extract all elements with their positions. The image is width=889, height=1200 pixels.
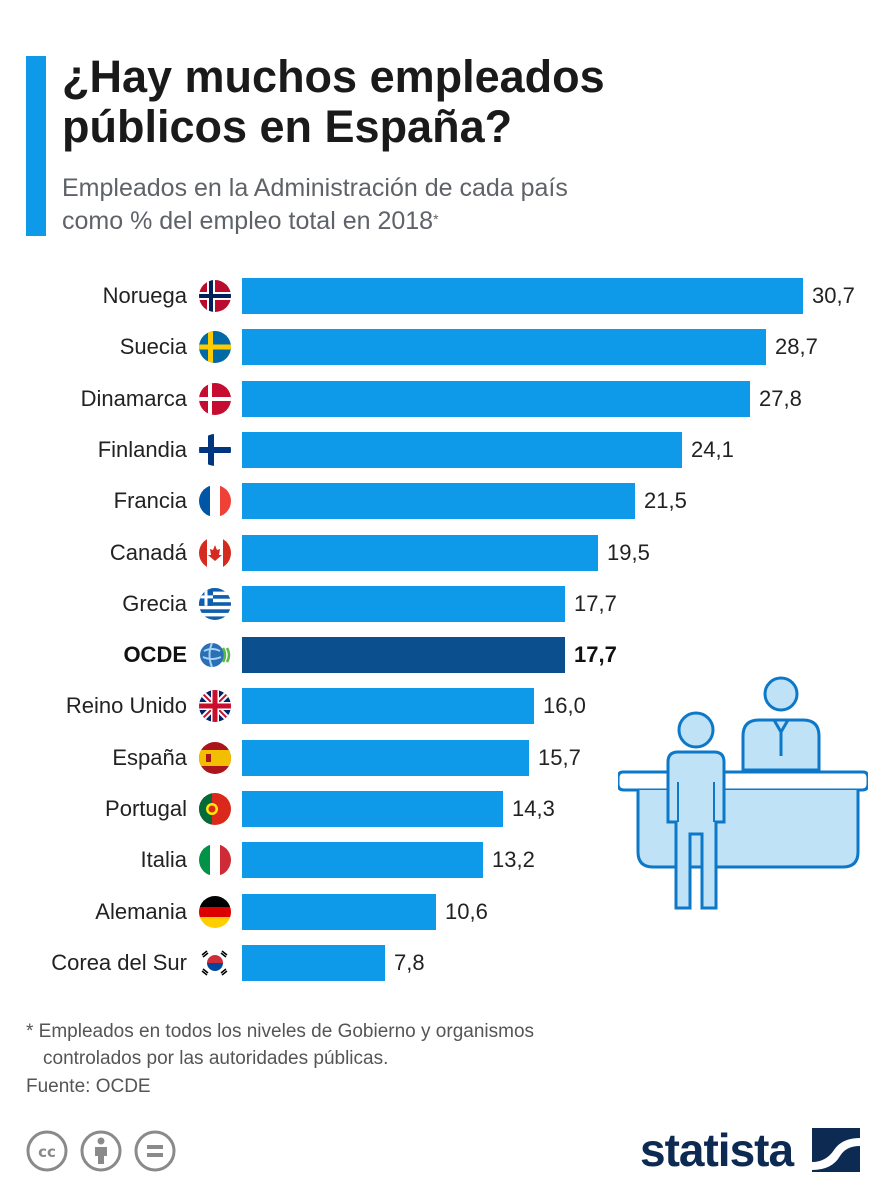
bar[interactable] <box>242 945 385 981</box>
subtitle-footnote-mark: * <box>433 211 439 227</box>
chart-title: ¿Hay muchos empleados públicos en España… <box>62 52 862 152</box>
statista-logo[interactable]: statista <box>640 1122 870 1178</box>
category-label: OCDE <box>123 642 187 667</box>
attribution-icon[interactable] <box>80 1130 122 1172</box>
flag-greece-icon <box>199 588 231 620</box>
category-label: Finlandia <box>97 437 187 462</box>
value-label: 27,8 <box>759 386 802 411</box>
value-label: 21,5 <box>644 488 687 513</box>
bar[interactable] <box>242 329 766 365</box>
flag-portugal-icon <box>199 793 231 825</box>
svg-text:cc: cc <box>38 1143 56 1161</box>
category-label: Noruega <box>102 283 187 308</box>
flag-sweden-icon <box>199 331 231 363</box>
category-label: Alemania <box>95 899 187 924</box>
source-label: Fuente: OCDE <box>26 1076 151 1097</box>
title-line-1: ¿Hay muchos empleados <box>62 51 605 102</box>
value-label: 28,7 <box>775 334 818 359</box>
value-label: 24,1 <box>691 437 734 462</box>
bar[interactable] <box>242 894 436 930</box>
category-label: Grecia <box>122 591 187 616</box>
bar[interactable] <box>242 483 635 519</box>
category-label: Francia <box>113 488 187 513</box>
category-label: Suecia <box>119 334 187 359</box>
flag-south-korea-icon <box>199 947 231 979</box>
accent-bar <box>26 56 46 236</box>
bar-chart: Noruega 30,7 Suecia 28,7 Dinamarca 27,8 Finlan… <box>0 270 889 990</box>
footnote-line-2: controlados por las autoridades públicas… <box>43 1048 389 1069</box>
bar[interactable] <box>242 740 529 776</box>
value-label: 15,7 <box>538 745 581 770</box>
flag-france-icon <box>199 485 231 517</box>
bar[interactable] <box>242 842 483 878</box>
bar[interactable] <box>242 381 750 417</box>
flag-denmark-icon <box>199 383 231 415</box>
flag-spain-icon <box>199 742 231 774</box>
value-label: 17,7 <box>574 642 617 667</box>
bar[interactable] <box>242 278 803 314</box>
value-label: 13,2 <box>492 847 535 872</box>
flag-finland-icon <box>199 434 231 466</box>
oecd-logo-icon <box>199 639 231 671</box>
bar[interactable] <box>242 432 682 468</box>
title-line-2: públicos en España? <box>62 101 513 152</box>
no-derivatives-icon[interactable] <box>134 1130 176 1172</box>
category-label: Corea del Sur <box>51 950 187 975</box>
category-label: Canadá <box>109 540 187 565</box>
chart-subtitle: Empleados en la Administración de cada p… <box>62 172 862 238</box>
value-label: 16,0 <box>543 693 586 718</box>
value-label: 19,5 <box>607 540 650 565</box>
flag-italy-icon <box>199 844 231 876</box>
flag-norway-icon <box>199 280 231 312</box>
flag-germany-icon <box>199 896 231 928</box>
category-label: España <box>112 745 187 770</box>
flag-uk-icon <box>199 690 231 722</box>
footnote-line-1: * Empleados en todos los niveles de Gobi… <box>26 1021 535 1042</box>
bar[interactable] <box>242 637 565 673</box>
bar[interactable] <box>242 688 534 724</box>
bar[interactable] <box>242 791 503 827</box>
value-label: 14,3 <box>512 796 555 821</box>
category-label: Dinamarca <box>80 386 187 411</box>
value-label: 17,7 <box>574 591 617 616</box>
cc-icon[interactable]: cc <box>26 1130 68 1172</box>
category-label: Portugal <box>105 796 187 821</box>
value-label: 30,7 <box>812 283 855 308</box>
flag-canada-icon <box>199 537 231 569</box>
category-label: Reino Unido <box>65 693 187 718</box>
bar[interactable] <box>242 535 598 571</box>
subtitle-line-2: como % del empleo total en 2018 <box>62 207 434 235</box>
statista-mark-icon <box>812 1128 860 1172</box>
footnote: * Empleados en todos los niveles de Gobi… <box>26 1018 846 1072</box>
brand-text: statista <box>640 1124 794 1176</box>
value-label: 10,6 <box>445 899 488 924</box>
category-label: Italia <box>140 847 187 872</box>
bar[interactable] <box>242 586 565 622</box>
subtitle-line-1: Empleados en la Administración de cada p… <box>62 174 568 202</box>
office-counter-illustration <box>618 676 868 910</box>
value-label: 7,8 <box>394 950 425 975</box>
